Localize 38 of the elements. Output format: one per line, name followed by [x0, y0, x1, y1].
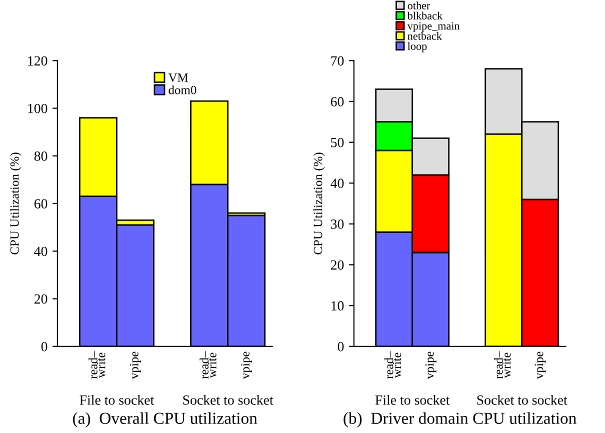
text: File to socket	[80, 394, 154, 405]
legend-label: blkback	[407, 12, 443, 20]
legend-label: loop	[408, 42, 427, 52]
y-tick-label: 30	[330, 220, 344, 229]
y-axis-title: CPU Utilization (%)	[313, 152, 325, 254]
text: File to socket	[375, 394, 450, 405]
y-tick-label: 20	[330, 260, 344, 270]
x-tick-label: vpipe	[241, 352, 252, 380]
x-tick-label: read– write	[88, 351, 106, 379]
y-tick-label: 80	[34, 151, 48, 161]
x-tick-label: vpipe	[534, 352, 546, 380]
legend-label: other	[408, 2, 430, 10]
y-tick-label: 40	[330, 178, 344, 188]
y-tick-label: 0	[338, 342, 344, 352]
legend-label: vpipe_main	[407, 22, 460, 32]
y-tick-label: 0	[41, 342, 48, 352]
y-tick-label: 10	[332, 301, 344, 311]
y-tick-label: 60	[330, 97, 344, 106]
x-tick-label: vpipe	[130, 352, 141, 380]
legend-label: VM	[168, 74, 188, 82]
y-tick-label: 100	[28, 104, 48, 114]
y-tick-label: 70	[331, 56, 344, 66]
legend-label: dom0	[168, 85, 196, 94]
y-axis-title: CPU Utilization (%)	[10, 152, 22, 254]
y-tick-label: 20	[34, 294, 48, 304]
y-tick-label: 50	[331, 138, 344, 148]
y-tick-label: 60	[34, 199, 48, 208]
y-tick-label: 40	[34, 246, 48, 256]
text: Socket to socket	[183, 394, 274, 405]
text: (b) Driver domain CPU utilization	[344, 412, 576, 428]
y-tick-label: 120	[28, 56, 48, 66]
x-tick-label: read– write	[200, 351, 216, 379]
x-tick-label: read– write	[384, 351, 402, 379]
text: Socket to socket	[477, 394, 568, 405]
legend-label: netback	[408, 32, 442, 40]
x-tick-label: vpipe	[425, 352, 436, 380]
text: (a) Overall CPU utilization	[73, 412, 258, 428]
x-tick-label: read– write	[494, 351, 511, 379]
